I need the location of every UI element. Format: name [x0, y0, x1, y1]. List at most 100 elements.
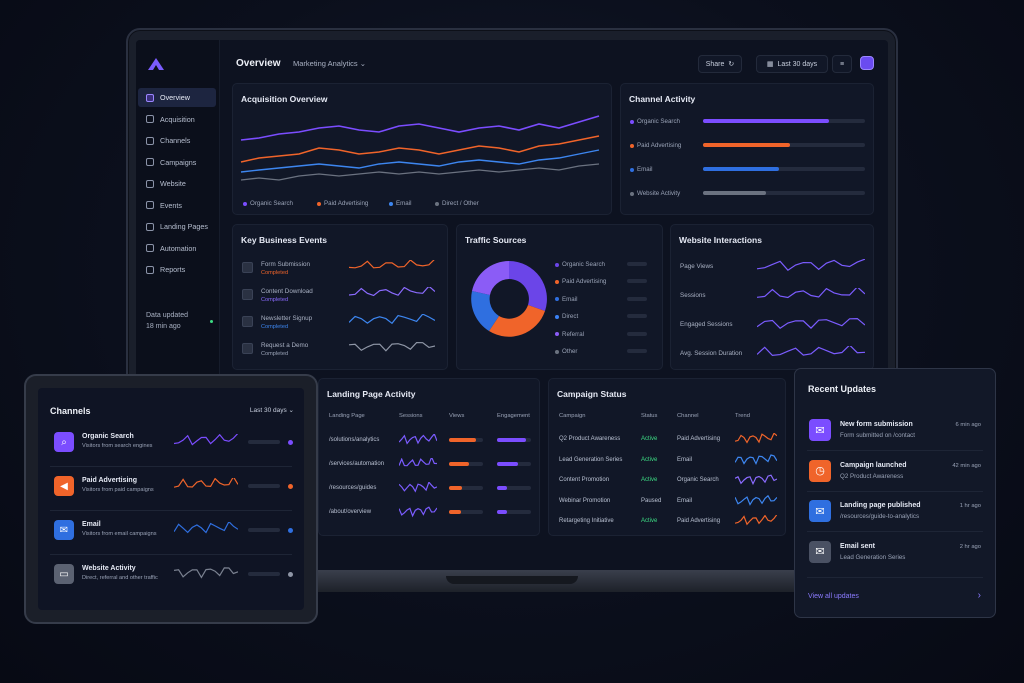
channel-dot-icon: [630, 167, 634, 172]
sidebar-item-automation[interactable]: Automation: [138, 239, 216, 258]
filter-icon: ≡: [839, 60, 845, 68]
tablet-range-selector[interactable]: Last 30 days ⌄: [250, 406, 294, 414]
channel-activity-title: Channel Activity: [629, 94, 696, 104]
landing-page-panel: Landing Page Activity Landing Page Sessio…: [318, 378, 540, 536]
update-time: 2 hr ago: [959, 543, 981, 550]
recent-updates-title: Recent Updates: [808, 384, 877, 394]
channel-activity-bar-fill: [703, 143, 791, 147]
channel-activity-bar-fill: [703, 119, 830, 123]
avatar[interactable]: [860, 56, 874, 70]
page-icon: [146, 222, 154, 231]
chevron-right-icon[interactable]: ›: [977, 590, 981, 601]
channel-name[interactable]: Website Activity: [82, 565, 136, 572]
channel-activity-bar: [703, 143, 865, 147]
acquisition-icon: [146, 115, 154, 123]
interaction-metric-label: Engaged Sessions: [680, 321, 733, 328]
share-button[interactable]: Share ↻: [698, 55, 742, 73]
reports-icon: [146, 265, 154, 274]
sparkline-path: [174, 478, 238, 488]
landing-page-path[interactable]: /resources/guides: [329, 485, 377, 491]
date-range-button[interactable]: ▦ Last 30 days: [756, 55, 828, 73]
traffic-source-bar: [627, 296, 647, 301]
sidebar-item-overview[interactable]: Overview: [138, 88, 216, 107]
traffic-source-label: Other: [562, 348, 578, 355]
sparkline-path: [349, 341, 435, 352]
landing-page-path[interactable]: /services/automation: [329, 461, 385, 467]
landing-page-path[interactable]: /about/overview: [329, 509, 372, 515]
channel-sparkline: [174, 522, 238, 534]
share-label: Share: [705, 60, 725, 68]
sidebar-item-acquisition[interactable]: Acquisition: [138, 110, 216, 129]
engagement-bar-fill: [497, 462, 519, 466]
sparkline-path: [399, 458, 437, 467]
landing-page-path[interactable]: /solutions/analytics: [329, 437, 380, 443]
calendar-icon: [146, 201, 154, 209]
sparkline-path: [735, 494, 777, 506]
event-document-icon: [242, 316, 253, 327]
update-title[interactable]: Landing page published: [840, 502, 921, 509]
sidebar-item-reports[interactable]: Reports: [138, 260, 216, 279]
landing-page-engagement-bar: [497, 462, 531, 466]
update-title[interactable]: New form submission: [840, 421, 913, 428]
campaign-name[interactable]: Q2 Product Awareness: [559, 436, 621, 442]
tablet-screen: Channels Last 30 days ⌄ ⌕ Organic Search V…: [38, 388, 304, 610]
landing-page-column-header: Views: [449, 413, 465, 419]
channel-activity-bar: [703, 191, 865, 195]
sidebar-item-landing-pages[interactable]: Landing Pages: [138, 217, 216, 236]
traffic-source-bar: [627, 279, 647, 284]
landing-page-sessions-sparkline: [399, 434, 437, 445]
channel-name[interactable]: Paid Advertising: [82, 477, 137, 484]
campaign-name[interactable]: Lead Generation Series: [559, 456, 623, 463]
event-name: Form Submission: [261, 261, 310, 268]
interaction-sparkline: [757, 346, 865, 357]
channel-name[interactable]: Email: [82, 521, 101, 528]
interaction-sparkline: [757, 259, 865, 271]
traffic-dot-icon: [555, 349, 559, 354]
brand-logo-icon[interactable]: [146, 56, 166, 72]
traffic-dot-icon: [555, 314, 559, 319]
channel-name[interactable]: Organic Search: [82, 433, 134, 440]
channel-activity-bar: [703, 119, 865, 123]
channel-activity-row: Paid Advertising: [630, 142, 681, 149]
legend-item: Paid Advertising: [317, 200, 368, 207]
event-status: Completed: [261, 297, 289, 303]
automation-icon: [146, 244, 154, 252]
sparkline-path: [349, 287, 435, 297]
campaign-trend-sparkline: [735, 494, 777, 506]
sparkline-path: [735, 474, 777, 486]
chevron-down-icon: ⌄: [359, 59, 367, 68]
update-time: 42 min ago: [952, 462, 981, 469]
sparkline-path: [399, 482, 437, 493]
view-all-updates-link[interactable]: View all updates: [808, 593, 859, 600]
update-title[interactable]: Campaign launched: [840, 461, 907, 469]
sidebar-item-events[interactable]: Events: [138, 196, 216, 215]
traffic-dot-icon: [555, 297, 559, 302]
views-bar-fill: [449, 462, 470, 466]
campaign-name[interactable]: Webinar Promotion: [559, 497, 611, 504]
website-interactions-title: Website Interactions: [679, 235, 762, 245]
share-icon: ↻: [728, 61, 735, 68]
traffic-source-item: Paid Advertising: [555, 278, 606, 285]
sidebar-item-label: Acquisition: [160, 114, 195, 124]
sidebar-item-label: Campaigns: [160, 157, 197, 167]
landing-page-sessions-sparkline: [399, 506, 437, 518]
traffic-sources-panel: Traffic Sources Organic Search Paid Adver…: [456, 224, 663, 370]
channel-dot-icon: [630, 119, 634, 124]
event-document-icon: [242, 262, 253, 273]
sidebar-item-channels[interactable]: Channels: [138, 131, 216, 150]
channel-activity-row: Website Activity: [630, 190, 680, 197]
traffic-sources-title: Traffic Sources: [465, 235, 527, 245]
sidebar-item-website[interactable]: Website: [138, 174, 216, 193]
campaign-trend-sparkline: [735, 453, 777, 465]
sidebar-item-campaigns[interactable]: Campaigns: [138, 153, 216, 172]
sidebar-item-label: Website: [160, 179, 186, 188]
campaign-channel: Email: [677, 456, 693, 463]
campaign-name[interactable]: Content Promotion: [559, 477, 610, 483]
filter-button[interactable]: ≡: [832, 55, 852, 73]
update-title[interactable]: Email sent: [840, 542, 876, 550]
sidebar-item-label: Channels: [160, 136, 191, 145]
campaign-name[interactable]: Retargeting Initiative: [559, 518, 614, 524]
tablet-range-label: Last 30 days: [249, 407, 287, 414]
workspace-selector[interactable]: Marketing Analytics ⌄: [293, 59, 366, 68]
legend-dot-icon: [243, 201, 247, 206]
